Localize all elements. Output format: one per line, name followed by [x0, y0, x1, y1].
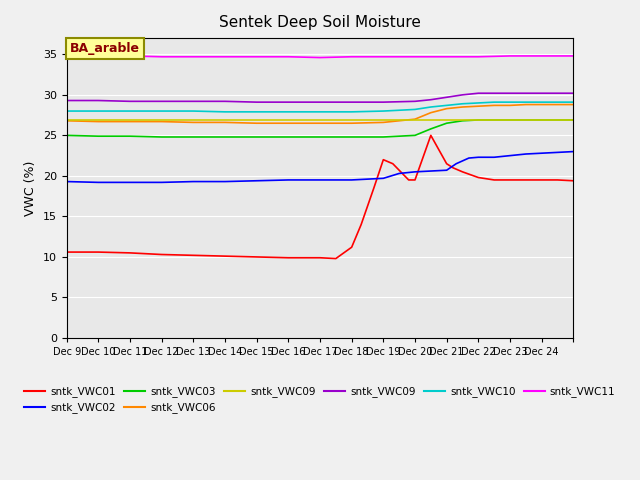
Y-axis label: VWC (%): VWC (%) — [24, 160, 37, 216]
Legend: sntk_VWC01, sntk_VWC02, sntk_VWC03, sntk_VWC06, sntk_VWC09, sntk_VWC09, sntk_VWC: sntk_VWC01, sntk_VWC02, sntk_VWC03, sntk… — [20, 382, 620, 418]
Title: Sentek Deep Soil Moisture: Sentek Deep Soil Moisture — [219, 15, 421, 30]
Text: BA_arable: BA_arable — [70, 42, 140, 55]
